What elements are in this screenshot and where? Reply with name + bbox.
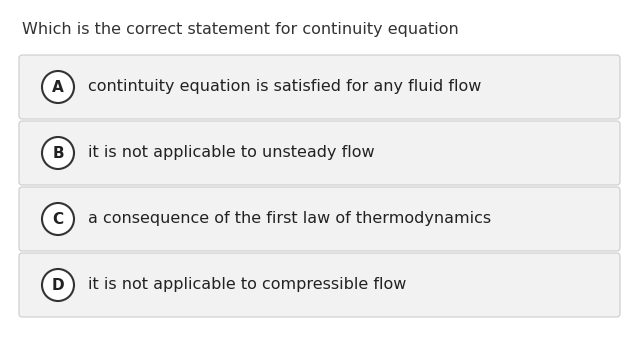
FancyBboxPatch shape: [19, 187, 620, 251]
Text: D: D: [52, 277, 65, 293]
FancyBboxPatch shape: [19, 253, 620, 317]
Text: a consequence of the first law of thermodynamics: a consequence of the first law of thermo…: [88, 212, 491, 227]
Text: contintuity equation is satisfied for any fluid flow: contintuity equation is satisfied for an…: [88, 79, 481, 95]
Text: Which is the correct statement for continuity equation: Which is the correct statement for conti…: [22, 22, 459, 37]
FancyBboxPatch shape: [19, 55, 620, 119]
Circle shape: [42, 203, 74, 235]
Text: it is not applicable to unsteady flow: it is not applicable to unsteady flow: [88, 145, 374, 160]
Circle shape: [42, 137, 74, 169]
Text: B: B: [52, 145, 64, 160]
Circle shape: [42, 269, 74, 301]
Text: C: C: [52, 212, 63, 227]
FancyBboxPatch shape: [19, 121, 620, 185]
Circle shape: [42, 71, 74, 103]
Text: A: A: [52, 79, 64, 95]
Text: it is not applicable to compressible flow: it is not applicable to compressible flo…: [88, 277, 406, 293]
